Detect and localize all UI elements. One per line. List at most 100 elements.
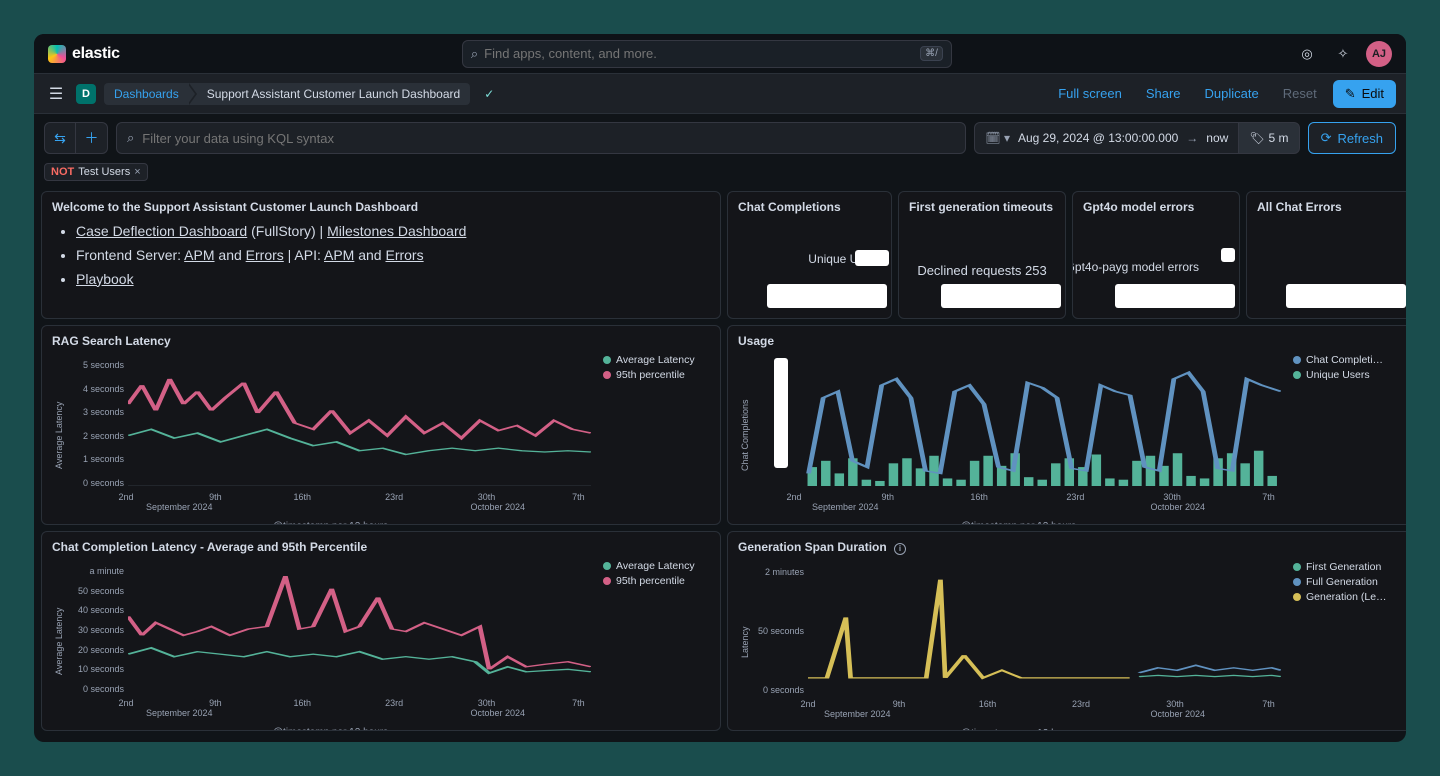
metric-title: First generation timeouts [909, 200, 1055, 216]
global-header: elastic ⌕ ⌘/ ◎ ✧ AJ [34, 34, 1406, 74]
calendar-icon: 🗓︎ ▾ [985, 131, 1010, 145]
help-icon[interactable]: ◎ [1294, 41, 1320, 67]
link-case-deflection[interactable]: Case Deflection Dashboard [76, 223, 247, 239]
metric-title: All Chat Errors [1257, 200, 1400, 214]
welcome-item: Frontend Server: APM and Errors | API: A… [76, 244, 710, 268]
y-ticks: 5 seconds4 seconds3 seconds2 seconds1 se… [66, 360, 124, 488]
redacted-value [1286, 284, 1406, 308]
y-axis-label: Average Latency [52, 560, 66, 722]
x-axis-label: @timestamp per 12 hours [752, 728, 1285, 731]
edit-button[interactable]: ✎ Edit [1333, 80, 1396, 108]
y-ticks: a minute50 seconds40 seconds30 seconds20… [66, 566, 124, 694]
x-ticks: 2nd9th16th23rd30th7th [808, 699, 1281, 709]
link-apm[interactable]: APM [184, 247, 214, 263]
space-badge[interactable]: D [76, 84, 96, 104]
app-toolbar: ☰ D Dashboards Support Assistant Custome… [34, 74, 1406, 114]
pencil-icon: ✎ [1345, 86, 1356, 102]
welcome-panel: Welcome to the Support Assistant Custome… [41, 191, 721, 319]
metric-timeouts: First generation timeouts Declined reque… [898, 191, 1066, 319]
global-search[interactable]: ⌕ ⌘/ [462, 40, 952, 68]
app-frame: elastic ⌕ ⌘/ ◎ ✧ AJ ☰ D Dashboards Suppo… [34, 34, 1406, 742]
y-axis-label: Latency [738, 561, 752, 723]
metric-title: Chat Completions [738, 200, 881, 214]
edit-label: Edit [1362, 86, 1384, 101]
chart-legend: First GenerationFull GenerationGeneratio… [1285, 561, 1400, 723]
link-errors[interactable]: Errors [246, 247, 284, 263]
time-from: Aug 29, 2024 @ 13:00:00.000 [1018, 131, 1178, 145]
kql-bar[interactable]: ⌕ [116, 122, 966, 154]
chart-rag-latency: RAG Search Latency Average Latency 5 sec… [41, 325, 721, 525]
search-shortcut: ⌘/ [920, 46, 943, 61]
chart-legend: Average Latency95th percentile [595, 560, 710, 722]
close-icon[interactable]: × [134, 166, 140, 178]
brand-text: elastic [72, 45, 120, 63]
metric-chat-completions: Chat Completions Unique Users [727, 191, 892, 319]
elastic-logo-mark [48, 45, 66, 63]
refresh-button[interactable]: ⟳ Refresh [1308, 122, 1396, 154]
refresh-interval[interactable]: 🏷︎ 5 m [1239, 122, 1299, 154]
filter-label: Test Users [78, 166, 130, 178]
chart-chat-completion-latency: Chat Completion Latency - Average and 95… [41, 531, 721, 731]
metric-subvalue: Declined requests 253 [899, 263, 1065, 278]
filter-toggle-icon[interactable]: ⇆ [44, 122, 76, 154]
refresh-label: Refresh [1337, 131, 1383, 146]
welcome-title: Welcome to the Support Assistant Custome… [52, 200, 710, 214]
redacted-value [767, 284, 887, 308]
user-avatar[interactable]: AJ [1366, 41, 1392, 67]
elastic-logo[interactable]: elastic [48, 45, 120, 63]
metric-all-chat-errors: All Chat Errors [1246, 191, 1406, 319]
chart-legend: Chat Completi…Unique Users [1285, 354, 1400, 516]
kql-input[interactable] [142, 131, 955, 146]
chart-title: Chat Completion Latency - Average and 95… [52, 540, 710, 554]
y-axis-label: Average Latency [52, 354, 66, 516]
x-ticks: 2nd9th16th23rd30th7th [794, 492, 1281, 502]
chart-title: Generation Span Duration i [738, 540, 1400, 555]
link-api-errors[interactable]: Errors [385, 247, 423, 263]
nav-toggle-icon[interactable]: ☰ [44, 84, 68, 104]
chart-generation-span: Generation Span Duration i Latency 2 min… [727, 531, 1406, 731]
filter-row: NOT Test Users × [34, 162, 1406, 191]
breadcrumb-root[interactable]: Dashboards [104, 87, 189, 101]
link-api-apm[interactable]: APM [324, 247, 354, 263]
arrow-right-icon: → [1186, 131, 1198, 145]
metric-gpt4o-errors: Gpt4o model errors Gpt4o-payg model erro… [1072, 191, 1240, 319]
filter-pill[interactable]: NOT Test Users × [44, 163, 148, 181]
x-axis-label: @timestamp per 12 hours [752, 521, 1285, 525]
global-search-input[interactable] [484, 46, 914, 61]
time-picker[interactable]: 🗓︎ ▾ Aug 29, 2024 @ 13:00:00.000 → now [974, 122, 1239, 154]
redacted-value [855, 250, 889, 266]
x-axis-label: @timestamp per 12 hours [66, 727, 595, 731]
breadcrumb-leaf: Support Assistant Customer Launch Dashbo… [197, 87, 470, 101]
y-ticks: 2 minutes50 seconds0 seconds [752, 567, 804, 695]
chart-body: a minute50 seconds40 seconds30 seconds20… [66, 560, 595, 722]
add-filter-icon[interactable]: ＋ [76, 122, 108, 154]
clock-icon: 🏷︎ [1249, 131, 1264, 145]
info-icon[interactable]: i [894, 543, 906, 555]
chart-legend: Average Latency95th percentile [595, 354, 710, 516]
metric-title: Gpt4o model errors [1083, 200, 1229, 214]
x-axis-label: @timestamp per 12 hours [66, 521, 595, 525]
share-button[interactable]: Share [1138, 86, 1189, 101]
search-icon: ⌕ [471, 46, 478, 62]
newsfeed-icon[interactable]: ✧ [1330, 41, 1356, 67]
chart-title: RAG Search Latency [52, 334, 710, 348]
chart-body: 2 minutes50 seconds0 seconds 2nd9th16th2… [752, 561, 1285, 723]
saved-check-icon: ✓ [478, 87, 494, 101]
link-playbook[interactable]: Playbook [76, 271, 134, 287]
redacted-value [1221, 248, 1235, 262]
chart-body: 2nd9th16th23rd30th7th September 2024 Oct… [752, 354, 1285, 516]
chart-usage: Usage Chat Completions 2nd9th16th23rd30t… [727, 325, 1406, 525]
query-bar: ⇆ ＋ ⌕ 🗓︎ ▾ Aug 29, 2024 @ 13:00:00.000 →… [34, 114, 1406, 162]
welcome-item: Playbook [76, 268, 710, 292]
link-milestones[interactable]: Milestones Dashboard [327, 223, 466, 239]
y-axis-label: Chat Completions [738, 354, 752, 516]
reset-button: Reset [1275, 86, 1325, 101]
fullscreen-button[interactable]: Full screen [1050, 86, 1130, 101]
time-to: now [1206, 131, 1228, 145]
filter-op: NOT [51, 166, 74, 178]
duplicate-button[interactable]: Duplicate [1197, 86, 1267, 101]
refresh-icon: ⟳ [1321, 130, 1332, 146]
x-ticks: 2nd9th16th23rd30th7th [126, 492, 591, 502]
redacted-value [1115, 284, 1235, 308]
x-ticks: 2nd9th16th23rd30th7th [126, 698, 591, 708]
